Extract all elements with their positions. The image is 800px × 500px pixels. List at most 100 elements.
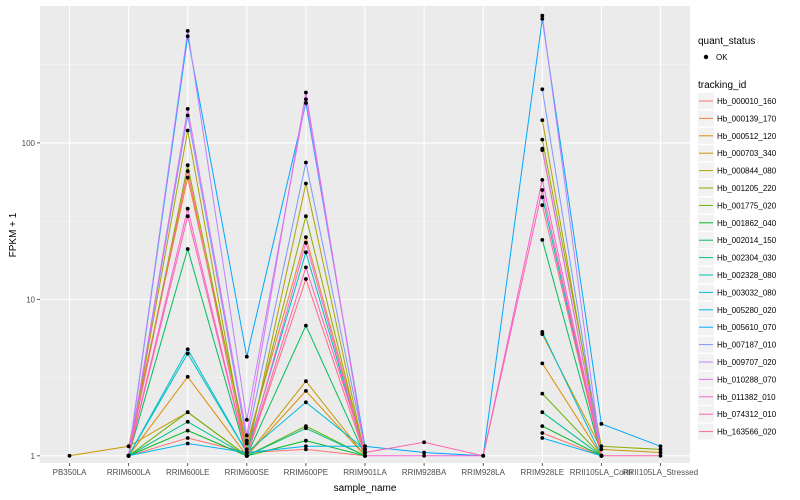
data-point (304, 389, 308, 393)
series-line (542, 432, 602, 457)
data-point (185, 441, 190, 446)
data-point (304, 240, 308, 245)
legend-label: Hb_011382_010 (717, 393, 776, 402)
data-point (304, 400, 308, 405)
y-axis-title: FPKM + 1 (8, 212, 19, 257)
tracking-id-legend-title: tracking_id (698, 80, 746, 91)
x-tick-label: RRIM600PE (284, 468, 328, 477)
y-tick-label: 10 (26, 295, 35, 304)
data-point (540, 391, 545, 396)
legend-label: Hb_002328_080 (717, 271, 777, 280)
x-axis-title: sample_name (334, 483, 397, 494)
x-tick-label: RRIM928LA (461, 468, 505, 477)
data-point (67, 453, 72, 458)
series-line (541, 393, 602, 457)
legend-label: Hb_000703_340 (717, 149, 777, 158)
legend-label: Hb_000844_080 (717, 167, 777, 176)
data-point (540, 178, 545, 182)
legend-item: Hb_001205_220 (698, 180, 777, 196)
legend-item: Hb_000844_080 (698, 162, 777, 179)
data-point (304, 90, 308, 95)
quant-status-legend-title: quant_status (698, 36, 755, 47)
data-point (540, 361, 545, 366)
data-point (185, 163, 190, 168)
legend-label: Hb_002304_030 (717, 254, 777, 263)
data-point (244, 433, 249, 438)
data-point (126, 444, 131, 449)
data-point (422, 450, 426, 455)
data-point (540, 17, 545, 21)
data-point (304, 181, 308, 186)
legend-label: Hb_007187_010 (717, 341, 777, 350)
data-point (540, 87, 545, 92)
legend-label: Hb_000139_170 (717, 114, 777, 123)
data-point (304, 447, 308, 452)
data-point (244, 438, 249, 443)
legend-label: Hb_005610_070 (717, 323, 777, 332)
data-points (67, 13, 663, 458)
data-point (599, 422, 604, 426)
x-tick-label: RRII105LA_Stressed (623, 468, 698, 477)
x-tick-label: RRIM901LA (343, 468, 387, 477)
x-tick-label: RRIM928BA (402, 468, 447, 477)
legend-label: Hb_001775_020 (717, 201, 777, 210)
data-point (244, 447, 249, 452)
legend-label: Hb_005280_020 (717, 306, 777, 315)
x-tick-label: RRIM928LE (520, 468, 564, 477)
legend-label: Hb_001862_040 (717, 219, 777, 228)
data-point (126, 453, 131, 458)
legend-label: Hb_074312_010 (717, 410, 777, 419)
series-line (128, 18, 661, 457)
y-tick-label: 1 (31, 452, 36, 461)
legend-item: Hb_001775_020 (698, 197, 777, 214)
series-line (541, 120, 602, 456)
data-point (540, 146, 545, 151)
legend-label: Hb_001205_220 (717, 184, 777, 193)
data-point (185, 128, 190, 133)
series-line (542, 437, 602, 457)
data-point (185, 34, 190, 39)
data-point (244, 450, 249, 455)
data-point (658, 453, 663, 458)
legend-label: Hb_000010_160 (717, 97, 777, 106)
legend-item: Hb_002304_030 (698, 249, 777, 266)
data-point (185, 206, 190, 211)
data-point (422, 440, 426, 445)
legend-item: Hb_011382_010 (698, 388, 776, 405)
data-point (185, 374, 190, 379)
data-point (244, 354, 249, 359)
x-tick-label: RRIM600LE (166, 468, 210, 477)
data-point (422, 453, 426, 458)
data-point (304, 265, 308, 270)
data-point (540, 410, 545, 415)
data-point (185, 175, 190, 180)
data-point (185, 419, 190, 424)
series-line (541, 148, 602, 456)
data-point (540, 330, 545, 334)
data-point (540, 195, 545, 200)
data-point (363, 447, 367, 452)
data-point (658, 444, 663, 449)
data-point (363, 444, 367, 449)
data-point (658, 450, 663, 455)
legend-item: Hb_002014_150 (698, 232, 777, 249)
legend: quant_status OK tracking_id Hb_000010_16… (698, 36, 777, 440)
series-line (541, 205, 602, 456)
data-point (185, 107, 190, 111)
data-point (244, 453, 249, 458)
data-point (304, 235, 308, 240)
legend-item: Hb_074312_010 (698, 406, 777, 423)
data-point (304, 379, 308, 384)
data-point (185, 428, 190, 433)
legend-label: Hb_010288_070 (717, 375, 777, 384)
x-axis: PB350LA RRIM600LA RRIM600LE RRIM600SE RRIM60… (53, 463, 698, 477)
data-point (540, 188, 545, 192)
data-point (244, 417, 249, 422)
x-tick-label: RRIM600LA (107, 468, 151, 477)
legend-item: Hb_163566_020 (698, 423, 777, 440)
legend-item: Hb_000512_120 (698, 127, 777, 144)
legend-label: Hb_009707_020 (717, 358, 777, 367)
data-point (304, 250, 308, 255)
quant-status-legend-key (703, 54, 709, 60)
